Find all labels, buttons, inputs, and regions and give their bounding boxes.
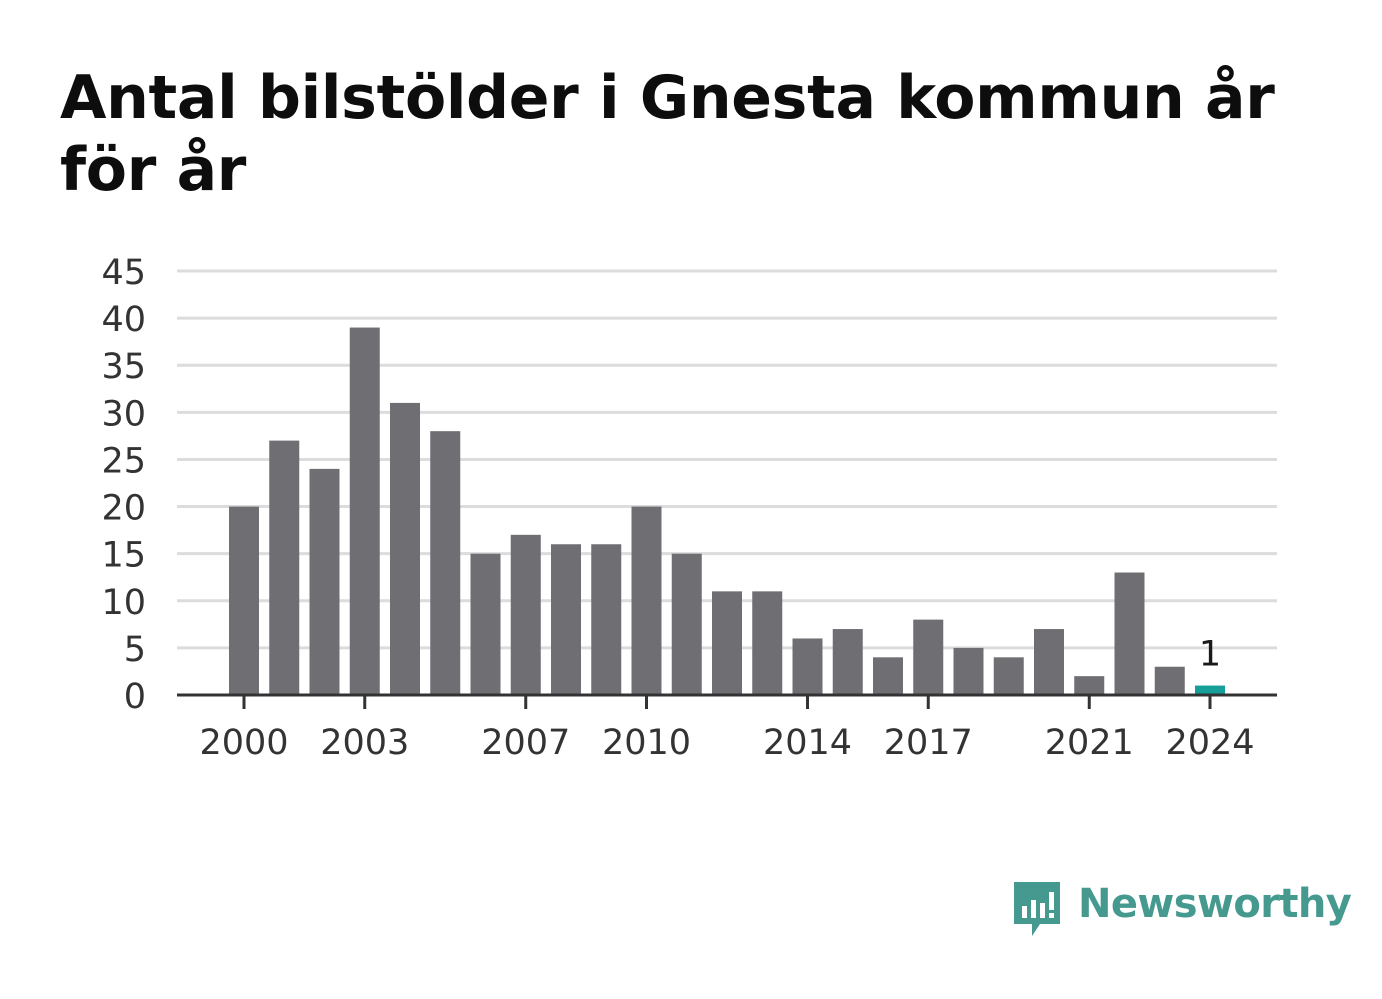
bar [229, 506, 259, 695]
x-axis-ticks: 2000 2003 2007 2010 2014 2017 2021 2024 [199, 695, 1255, 763]
x-tick-label: 2024 [1165, 723, 1254, 763]
x-tick-label: 2010 [602, 723, 691, 763]
y-tick-label: 25 [101, 441, 146, 481]
bar [309, 468, 340, 695]
x-tick-label: 2000 [199, 723, 288, 763]
x-tick-label: 2007 [481, 723, 570, 763]
bar [470, 553, 501, 695]
newsworthy-logo-text: Newsworthy [1078, 881, 1352, 927]
newsworthy-logo-icon [1014, 882, 1060, 936]
bar [269, 440, 300, 695]
bar [631, 506, 662, 695]
x-tick-label: 2014 [763, 723, 852, 763]
data-labels: 1 [1199, 635, 1221, 675]
x-tick-label: 2017 [884, 723, 973, 763]
bar [1074, 676, 1105, 695]
y-axis-ticks: 0 5 10 15 20 25 30 35 40 45 [101, 253, 146, 717]
bar [913, 619, 944, 695]
bar [1114, 572, 1145, 695]
data-label: 1 [1199, 635, 1221, 675]
y-tick-label: 10 [101, 583, 146, 623]
bar [551, 544, 581, 695]
y-tick-label: 35 [101, 347, 146, 387]
y-tick-label: 0 [124, 677, 146, 717]
bar [430, 431, 461, 695]
y-tick-label: 15 [101, 536, 146, 576]
bar [1154, 666, 1185, 695]
y-tick-label: 30 [101, 394, 146, 434]
chart-title: Antal bilstölder i Gnesta kommun år för … [60, 63, 1275, 205]
bar [792, 638, 823, 695]
x-tick-label: 2003 [320, 723, 409, 763]
bar [1034, 629, 1064, 695]
bar [873, 657, 903, 695]
newsworthy-logo[interactable]: Newsworthy [1010, 878, 1352, 942]
bar [832, 629, 863, 695]
bar [993, 657, 1024, 695]
bar [752, 591, 783, 695]
y-tick-label: 40 [101, 300, 146, 340]
bars [229, 327, 1225, 695]
bar [390, 402, 420, 695]
bar [349, 327, 380, 695]
bar [591, 544, 622, 695]
y-tick-label: 20 [101, 489, 146, 529]
y-tick-label: 45 [101, 253, 146, 293]
bar-highlight [1195, 685, 1225, 695]
x-tick-label: 2021 [1045, 723, 1134, 763]
y-tick-label: 5 [124, 630, 146, 670]
bar [953, 647, 984, 695]
bar [712, 591, 742, 695]
bar [510, 534, 541, 695]
bar [671, 553, 702, 695]
